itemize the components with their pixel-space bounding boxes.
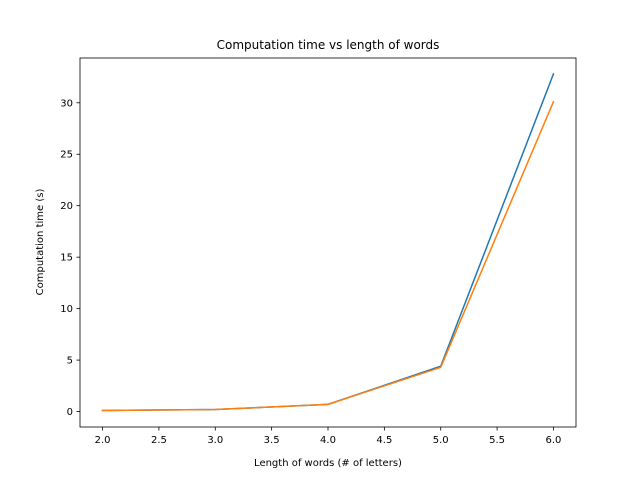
x-tick-label: 5.0 bbox=[433, 435, 449, 446]
x-tick-label: 4.5 bbox=[376, 435, 392, 446]
x-tick-label: 2.0 bbox=[95, 435, 111, 446]
x-tick-label: 6.0 bbox=[546, 435, 562, 446]
x-tick-label: 3.0 bbox=[207, 435, 223, 446]
y-tick-label: 15 bbox=[60, 253, 73, 264]
y-tick-label: 20 bbox=[60, 201, 73, 212]
x-axis: 2.0 2.5 3.0 3.5 4.0 4.5 5.0 5.5 6.0 bbox=[95, 427, 562, 446]
x-axis-label: Length of words (# of letters) bbox=[254, 458, 402, 469]
y-tick-label: 10 bbox=[60, 304, 73, 315]
y-tick-label: 0 bbox=[67, 407, 73, 418]
series-line-1 bbox=[101, 72, 555, 412]
x-tick-label: 4.0 bbox=[320, 435, 336, 446]
chart-title: Computation time vs length of words bbox=[217, 38, 440, 52]
x-tick-label: 2.5 bbox=[151, 435, 167, 446]
y-tick-label: 30 bbox=[60, 98, 73, 109]
y-axis: 0 5 10 15 20 25 30 bbox=[60, 98, 80, 418]
series-lines bbox=[101, 72, 555, 412]
x-tick-label: 5.5 bbox=[489, 435, 505, 446]
series-line-2 bbox=[101, 100, 555, 412]
y-axis-label: Computation time (s) bbox=[35, 189, 46, 296]
plot-frame bbox=[79, 57, 577, 428]
y-tick-label: 25 bbox=[60, 150, 73, 161]
y-tick-label: 5 bbox=[67, 356, 73, 367]
x-tick-label: 3.5 bbox=[264, 435, 280, 446]
